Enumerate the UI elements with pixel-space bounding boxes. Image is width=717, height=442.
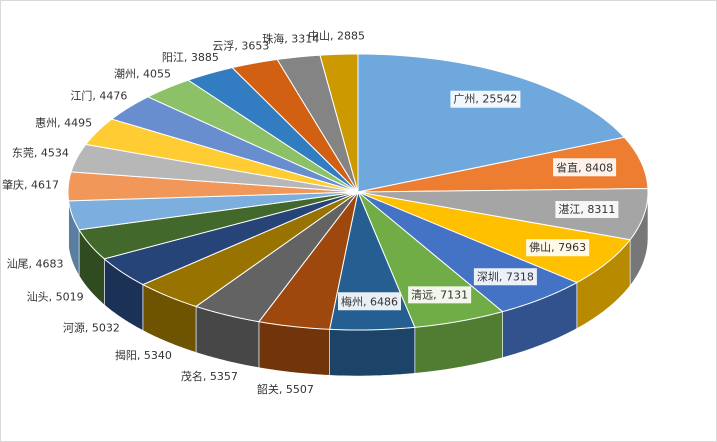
data-label-group: 潮州, 4055 [114, 67, 171, 81]
data-label-box [450, 90, 521, 108]
data-label-group: 韶关, 5507 [257, 382, 314, 396]
data-label-group: 深圳, 7318 [473, 268, 537, 286]
data-label: 珠海, 3314 [262, 31, 319, 45]
data-label-box [526, 239, 590, 257]
data-label: 梅州, 6486 [341, 294, 398, 308]
data-label-group: 阳江, 3885 [162, 51, 219, 64]
slice [146, 79, 359, 193]
slice [67, 171, 359, 202]
slice [357, 191, 632, 284]
slice [357, 53, 626, 193]
data-label: 汕头, 5019 [27, 291, 84, 304]
data-label: 东莞, 4534 [12, 147, 69, 160]
data-label-box [338, 292, 402, 311]
slice-side [258, 321, 330, 376]
slice [194, 191, 359, 323]
slice [70, 143, 359, 193]
data-label-group: 佛山, 7963 [526, 239, 590, 257]
data-label-group: 惠州, 4495 [35, 116, 92, 130]
data-label-box [553, 158, 617, 177]
data-label: 中山, 2885 [308, 29, 365, 42]
data-label-group: 河源, 5032 [63, 321, 120, 335]
slice [84, 118, 359, 193]
data-label-group: 中山, 2885 [308, 29, 365, 42]
data-label-group: 江门, 4476 [70, 89, 127, 103]
data-label-group: 云浮, 3653 [212, 39, 269, 52]
data-label-group: 汕尾, 4683 [7, 258, 64, 271]
slice [257, 191, 359, 330]
slice [68, 191, 359, 231]
data-label: 江门, 4476 [70, 89, 127, 103]
data-label-box [473, 268, 537, 286]
data-label-group: 湛江, 8311 [555, 201, 619, 219]
slice [103, 191, 359, 286]
data-label: 省直, 8408 [556, 160, 613, 174]
data-label-group: 广州, 25542 [450, 90, 521, 108]
data-label: 肇庆, 4617 [2, 178, 59, 192]
data-label: 揭阳, 5340 [115, 348, 172, 362]
slice [187, 67, 359, 193]
data-label: 惠州, 4495 [35, 116, 92, 130]
data-label-group: 肇庆, 4617 [2, 178, 59, 192]
data-label: 深圳, 7318 [477, 270, 534, 283]
slice [276, 54, 359, 193]
data-label-group: 梅州, 6486 [338, 292, 402, 311]
data-label: 潮州, 4055 [114, 67, 171, 81]
data-label: 汕尾, 4683 [7, 258, 64, 271]
data-label-group: 揭阳, 5340 [115, 348, 172, 362]
data-label: 清远, 7131 [411, 288, 468, 301]
slice-side [329, 326, 416, 377]
data-label-group: 珠海, 3314 [262, 31, 319, 45]
slice [141, 191, 359, 308]
slice [231, 58, 359, 193]
data-label: 阳江, 3885 [162, 51, 219, 64]
data-label-box [408, 286, 472, 304]
data-label: 广州, 25542 [453, 93, 517, 106]
data-label: 韶关, 5507 [257, 382, 314, 396]
data-label-group: 东莞, 4534 [12, 147, 69, 160]
data-label-box [555, 201, 619, 219]
data-label: 湛江, 8311 [558, 203, 615, 216]
slice [319, 53, 359, 193]
slice [357, 136, 649, 193]
data-label: 云浮, 3653 [212, 39, 269, 52]
data-label-group: 清远, 7131 [408, 286, 472, 304]
slice [78, 191, 359, 260]
data-label-group: 省直, 8408 [553, 158, 617, 177]
data-label: 茂名, 5357 [181, 369, 238, 383]
data-label: 河源, 5032 [63, 321, 120, 335]
data-label-group: 汕头, 5019 [27, 291, 84, 304]
data-label-group: 茂名, 5357 [181, 369, 238, 383]
slice [110, 96, 359, 193]
data-label: 佛山, 7963 [529, 241, 586, 254]
